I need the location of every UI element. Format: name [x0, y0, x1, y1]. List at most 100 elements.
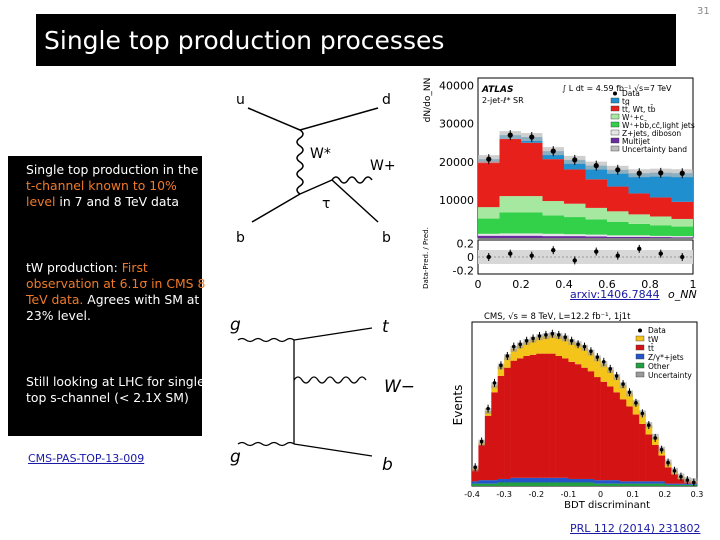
fermion-line	[251, 193, 301, 223]
atlas-ratio-point	[680, 254, 685, 260]
fermion-line	[299, 107, 379, 131]
atlas-bar	[564, 203, 586, 218]
cms-data-point	[634, 401, 638, 405]
atlas-ratio-point	[508, 251, 513, 256]
atlas-bar	[478, 218, 500, 234]
atlas-ratio-point	[529, 253, 534, 258]
cms-bar	[600, 483, 608, 486]
cms-bar	[504, 482, 511, 486]
atlas-bar	[650, 237, 672, 238]
tw-label: g	[230, 447, 241, 467]
tchannel-text: Single top production in the t-channel k…	[26, 162, 199, 209]
atlas-legend-swatch	[610, 121, 620, 128]
atlas-x-tick: 0.6	[598, 278, 616, 291]
cms-data-point	[666, 460, 670, 465]
cms-bar	[562, 482, 569, 486]
cms-bar	[478, 483, 486, 486]
cms-bar	[607, 480, 614, 484]
tchannel-label: b	[236, 230, 245, 246]
tw-feynman-diagram	[237, 327, 373, 457]
arxiv-link[interactable]: arxiv:1406.7844	[570, 288, 660, 301]
cms-bar	[626, 406, 634, 482]
atlas-bar	[628, 193, 650, 215]
atlas-data-point	[679, 170, 685, 176]
cms-bar	[497, 366, 505, 376]
atlas-bar	[499, 196, 521, 213]
atlas-bar	[585, 207, 607, 220]
atlas-y-ticks: 40000 30000 20000 10000	[439, 80, 474, 207]
atlas-bar	[499, 233, 521, 236]
cms-bar	[632, 414, 640, 482]
atlas-bar	[542, 236, 564, 238]
cms-bar	[549, 334, 556, 354]
page-number: 31	[697, 6, 710, 17]
atlas-x-ticks: 0 0.2 0.4 0.6 0.8 1	[475, 278, 697, 291]
cms-bar	[619, 399, 627, 482]
atlas-bar	[607, 169, 629, 187]
atlas-bar	[671, 173, 693, 202]
cms-data-point	[556, 333, 561, 337]
cms-bar	[587, 371, 595, 479]
cms-bar	[658, 455, 666, 482]
atlas-bar	[564, 234, 586, 237]
cms-bar	[484, 415, 492, 481]
atlas-bar	[478, 233, 500, 236]
cms-data-point	[531, 336, 535, 341]
w-boson-line	[296, 129, 304, 195]
cms-bar	[645, 481, 653, 484]
cms-data-point	[691, 480, 696, 485]
fermion-line	[299, 179, 333, 195]
atlas-bar	[585, 219, 607, 235]
cms-bar	[574, 364, 582, 479]
cms-bar	[658, 483, 666, 486]
cms-bar	[529, 482, 537, 486]
cms-bar	[652, 445, 659, 482]
atlas-bar	[499, 138, 521, 197]
cms-header: CMS, √s = 8 TeV, L=12.2 fb⁻¹, 1j1t	[484, 312, 631, 322]
cms-pas-link[interactable]: CMS-PAS-TOP-13-009	[28, 452, 145, 465]
cms-bar	[639, 413, 646, 424]
atlas-bar	[671, 218, 693, 227]
cms-bar	[562, 477, 569, 483]
fermion-line	[331, 179, 379, 223]
cms-bar	[510, 348, 518, 361]
cms-bar	[491, 483, 499, 486]
gluon-line	[237, 441, 295, 447]
cms-bar	[510, 482, 518, 486]
cms-bdt-plot: CMS, √s = 8 TeV, L=12.2 fb⁻¹, 1j1t Datat…	[451, 312, 703, 511]
cms-bar	[600, 480, 608, 484]
atlas-bar	[671, 237, 693, 238]
cms-bar	[594, 358, 601, 378]
prl-link[interactable]: PRL 112 (2014) 231802	[570, 522, 701, 535]
cms-bar	[517, 345, 524, 359]
atlas-legend-label: Uncertainty band	[622, 145, 687, 154]
cms-bar	[626, 393, 634, 407]
cms-bar	[671, 484, 679, 486]
atlas-bar	[542, 215, 564, 234]
cms-bar	[517, 477, 524, 483]
w-boson-line	[331, 176, 373, 184]
tw-text: tW production: First observation at 6.1σ…	[26, 260, 206, 323]
cms-bar	[568, 482, 576, 486]
cms-bar	[613, 483, 621, 486]
bottom-quark-line	[293, 443, 373, 457]
atlas-legend-swatch	[610, 113, 620, 120]
cms-x-tick: -0.3	[496, 490, 512, 499]
cms-data-point	[511, 344, 516, 349]
slide-title: Single top production processes	[44, 26, 445, 55]
cms-bar	[626, 483, 634, 486]
cms-bar	[529, 354, 537, 478]
atlas-bar	[650, 235, 672, 238]
cms-bar	[497, 482, 505, 486]
atlas-bar	[628, 173, 650, 194]
cms-data-points	[473, 329, 696, 487]
cms-bar	[517, 358, 524, 478]
cms-bar	[478, 480, 486, 484]
cms-data-point	[499, 363, 503, 368]
atlas-bar	[607, 236, 629, 238]
cms-bar	[491, 480, 499, 484]
cms-bar	[504, 357, 511, 368]
tw-label: g	[230, 315, 241, 335]
